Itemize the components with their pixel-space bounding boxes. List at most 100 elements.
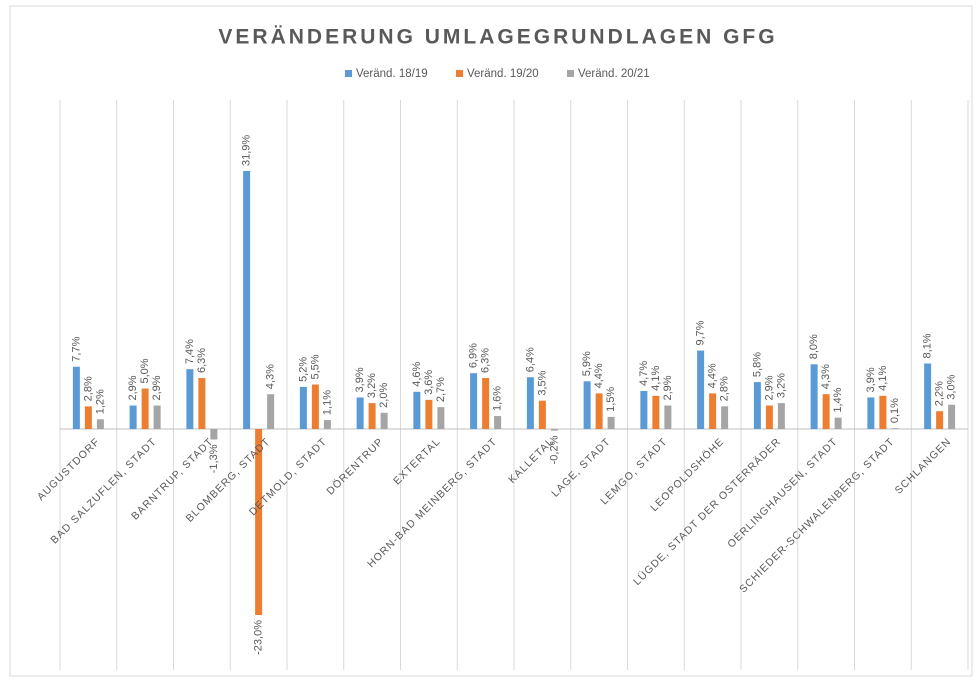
data-label: 4,7% [638, 361, 650, 386]
data-label: -1,3% [208, 444, 220, 473]
bar [607, 416, 615, 429]
data-label: 6,4% [524, 347, 536, 372]
bar [709, 393, 717, 429]
legend-label: Veränd. 20/21 [578, 68, 650, 80]
bar [84, 406, 92, 429]
data-label: 3,5% [536, 370, 548, 395]
bar [323, 420, 331, 429]
bar [777, 403, 785, 429]
legend-label: Veränd. 18/19 [356, 68, 428, 80]
bar [356, 397, 364, 429]
bar [437, 407, 445, 429]
bar [753, 382, 761, 429]
data-label: 2,2% [934, 381, 946, 406]
data-label: 4,3% [265, 364, 277, 389]
data-label: 3,9% [354, 367, 366, 392]
data-label: 3,6% [423, 370, 435, 395]
data-label: 4,4% [707, 363, 719, 388]
bar [721, 406, 729, 429]
data-label: 1,1% [321, 390, 333, 415]
legend-swatch [456, 70, 463, 77]
bar [652, 395, 660, 429]
legend-swatch [567, 70, 574, 77]
data-label: -23,0% [253, 620, 265, 655]
bar [640, 390, 648, 429]
bar [550, 428, 558, 431]
bar [867, 397, 875, 429]
data-label: 2,0% [378, 383, 390, 408]
data-label: 3,2% [775, 373, 787, 398]
legend-swatch [345, 70, 352, 77]
bar [413, 391, 421, 429]
bar [425, 399, 433, 429]
data-label: 5,9% [581, 351, 593, 376]
data-label: 2,7% [435, 377, 447, 402]
data-label: 2,8% [82, 376, 94, 401]
bar [948, 404, 956, 429]
bar [595, 393, 603, 429]
bar [891, 428, 899, 429]
bar [299, 386, 307, 429]
data-label: 7,7% [70, 336, 82, 361]
data-label: 1,5% [605, 387, 617, 412]
bar [936, 411, 944, 429]
bar [311, 384, 319, 429]
data-label: 3,2% [366, 373, 378, 398]
bar [583, 381, 591, 429]
data-label: 2,8% [719, 376, 731, 401]
bar [96, 419, 104, 429]
legend-label: Veränd. 19/20 [467, 68, 539, 80]
bar [538, 400, 546, 429]
data-label: 5,2% [297, 357, 309, 382]
bar [198, 378, 206, 429]
chart-border [9, 5, 973, 677]
data-label: 31,9% [241, 135, 253, 166]
data-label: 3,9% [865, 367, 877, 392]
data-label: 4,3% [820, 364, 832, 389]
bar [494, 416, 502, 429]
bar [482, 378, 490, 429]
bar [879, 395, 887, 429]
bar [129, 405, 137, 429]
data-label: 4,4% [593, 363, 605, 388]
bar [141, 388, 149, 429]
bar [822, 394, 830, 429]
data-label: 6,3% [480, 348, 492, 373]
bar [72, 366, 80, 429]
bar [267, 394, 275, 429]
data-label: 8,0% [808, 334, 820, 359]
bar [834, 417, 842, 429]
bar [810, 364, 818, 429]
data-label: 1,4% [832, 387, 844, 412]
data-label: 2,9% [662, 375, 674, 400]
bar [368, 403, 376, 429]
bar [380, 412, 388, 429]
data-label: 9,7% [695, 320, 707, 345]
data-label: 4,1% [650, 366, 662, 391]
data-label: -0,2% [548, 435, 560, 464]
bar [470, 373, 478, 429]
bar [697, 350, 705, 429]
data-label: 4,1% [877, 366, 889, 391]
chart-title: VERÄNDERUNG UMLAGEGRUNDLAGEN GFG [218, 26, 777, 49]
bar [765, 405, 773, 429]
bar [210, 428, 218, 440]
bar [924, 363, 932, 429]
data-label: 2,9% [127, 375, 139, 400]
data-label: 0,1% [889, 398, 901, 423]
data-label: 6,9% [468, 343, 480, 368]
bar [664, 405, 672, 429]
data-label: 5,0% [139, 358, 151, 383]
bar [526, 377, 534, 429]
data-label: 8,1% [922, 333, 934, 358]
data-label: 2,9% [763, 375, 775, 400]
data-label: 6,3% [196, 348, 208, 373]
data-label: 1,2% [94, 389, 106, 414]
data-label: 4,6% [411, 361, 423, 386]
bar [255, 428, 263, 615]
data-label: 5,8% [751, 352, 763, 377]
bar [153, 405, 161, 429]
data-label: 2,9% [151, 375, 163, 400]
data-label: 7,4% [184, 339, 196, 364]
